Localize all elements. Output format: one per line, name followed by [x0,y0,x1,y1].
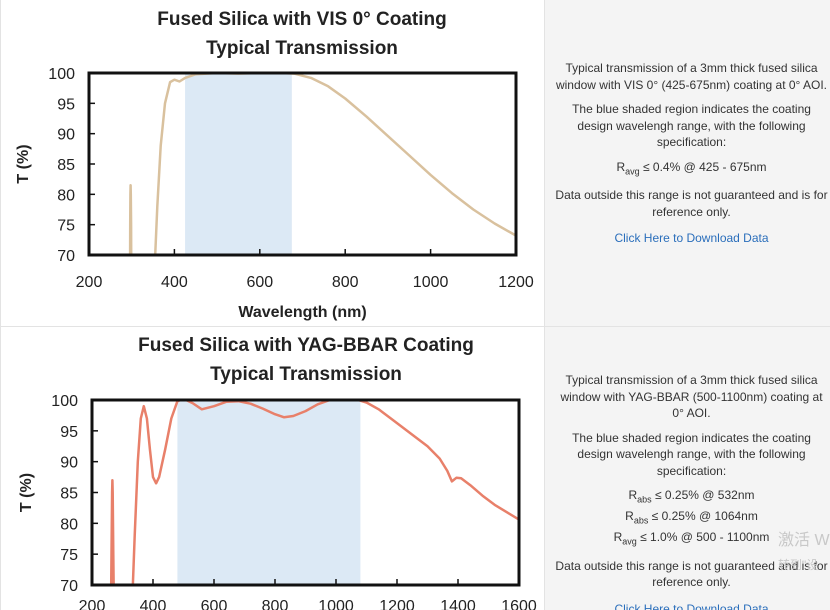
y-tick-label: 95 [60,424,78,441]
y-tick-label: 90 [60,455,78,472]
download-data-link[interactable]: Click Here to Download Data [614,231,769,246]
x-tick-label: 1400 [440,598,476,610]
spec-symbol: R [625,508,634,523]
y-tick-label: 75 [60,547,78,564]
chart-title-line-2: Typical Transmission [210,364,402,385]
spec-text: ≤ 0.25% @ 532nm [651,488,755,502]
plot-frame [87,71,518,257]
spec-text: ≤ 0.25% @ 1064nm [648,508,758,523]
watermark-line-2: 转到"设 [778,558,819,572]
watermark-line-1: 激活 W [778,532,830,549]
download-data-link[interactable]: Click Here to Download Data [614,601,769,610]
x-tick-label: 1600 [501,598,537,610]
y-tick-label: 95 [57,96,75,113]
y-tick-label: 100 [48,66,75,83]
spec-subscript: abs [637,494,652,505]
y-tick-label: 75 [57,218,75,235]
spec-subscript: avg [622,536,637,547]
spec-text: ≤ 0.4% @ 425 - 675nm [639,159,767,174]
x-tick-label: 400 [161,274,188,291]
x-tick-label: 600 [201,598,228,610]
y-tick-label: 70 [57,248,75,265]
transmission-chart: Fused Silica with VIS 0° Coating Typical … [15,9,534,321]
x-tick-label: 1200 [498,274,534,291]
chart-title-line-2: Typical Transmission [206,38,398,59]
x-tick-label: 600 [246,274,273,291]
x-tick-label: 1000 [413,274,449,291]
transmission-chart: Fused Silica with YAG-BBAR Coating Typica… [18,335,537,610]
x-tick-label: 200 [79,598,106,610]
x-axis-label: Wavelength (nm) [238,304,366,321]
chart-title-line-1: Fused Silica with VIS 0° Coating [157,9,446,30]
info-panel: Typical transmission of a 3mm thick fuse… [544,0,830,327]
disclaimer-text: Data outside this range is not guarantee… [555,558,828,590]
x-tick-label: 400 [140,598,167,610]
y-tick-label: 80 [60,516,78,533]
info-text-block: Typical transmission of a 3mm thick fuse… [555,60,828,247]
spec-symbol: R [613,529,623,544]
disclaimer-text: Data outside this range is not guarantee… [555,188,828,219]
transmission-curve [128,183,133,255]
spec-line: Rabs ≤ 0.25% @ 1064nm [555,508,828,529]
y-tick-label: 100 [51,393,78,410]
info-text-block: Typical transmission of a 3mm thick fuse… [555,372,828,610]
x-tick-label: 1000 [318,598,354,610]
x-tick-label: 800 [332,274,359,291]
transmission-curve [153,73,516,255]
shaded-region-note: The blue shaded region indicates the coa… [572,102,811,149]
y-tick-label: 90 [57,127,75,144]
y-tick-label: 85 [60,486,78,503]
y-tick-label: 85 [57,157,75,174]
y-axis-label: T (%) [18,473,35,512]
y-axis-label: T (%) [15,144,32,183]
coating-range-shade [185,73,292,255]
spec-line: Rabs ≤ 0.25% @ 532nm [555,487,828,508]
spec-text: ≤ 1.0% @ 500 - 1100nm [636,529,770,544]
spec-subscript: avg [625,165,640,176]
spec-line: Ravg ≤ 1.0% @ 500 - 1100nm [555,529,828,550]
chart-row-2: Fused Silica with YAG-BBAR Coating Typica… [0,327,830,610]
chart-panel: Fused Silica with VIS 0° Coating Typical … [0,0,544,327]
chart-panel: Fused Silica with YAG-BBAR Coating Typica… [0,327,544,610]
spec-subscript: abs [633,515,649,526]
info-panel: Typical transmission of a 3mm thick fuse… [544,327,830,610]
chart-description: Typical transmission of a 3mm thick fuse… [560,373,823,420]
x-tick-label: 800 [262,598,289,610]
y-tick-label: 70 [60,578,78,595]
x-tick-label: 1200 [379,598,415,610]
spec-block: Rabs ≤ 0.25% @ 532nm Rabs ≤ 0.25% @ 1064… [555,487,828,550]
chart-row-1: Fused Silica with VIS 0° Coating Typical … [0,0,830,327]
spec-block: Ravg ≤ 0.4% @ 425 - 675nm [555,159,828,180]
spec-symbol: R [628,488,638,502]
x-tick-label: 200 [76,274,103,291]
chart-description: Typical transmission of a 3mm thick fuse… [555,61,828,92]
spec-line: Ravg ≤ 0.4% @ 425 - 675nm [555,159,828,180]
chart-title-line-1: Fused Silica with YAG-BBAR Coating [138,335,474,356]
shaded-region-note: The blue shaded region indicates the coa… [572,430,811,478]
transmission-curve [109,478,115,585]
spec-symbol: R [616,159,626,174]
coating-range-shade [177,400,361,585]
y-tick-label: 80 [57,187,75,204]
transmission-curve [131,400,519,585]
